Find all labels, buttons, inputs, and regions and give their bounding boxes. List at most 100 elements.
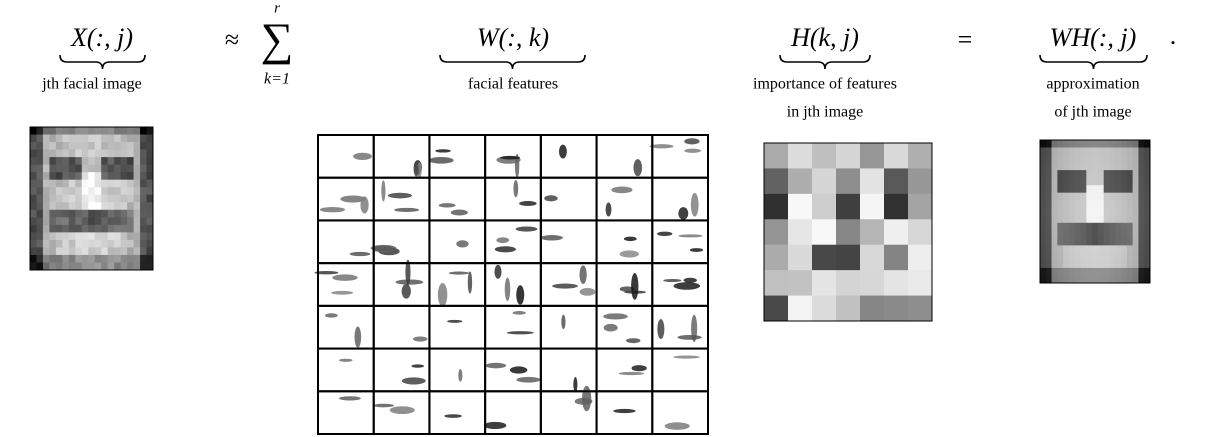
face-pixel [68, 217, 76, 226]
feature-blob [428, 157, 454, 164]
face-pixel [1115, 237, 1122, 246]
face-pixel [55, 232, 63, 241]
face-pixel [42, 149, 50, 158]
feature-blob [623, 236, 637, 242]
weight-cell [788, 244, 813, 271]
feature-blob [678, 207, 689, 220]
feature-blob [579, 265, 587, 284]
face-pixel [1138, 185, 1145, 194]
face-pixel [49, 127, 57, 136]
face-pixel [133, 164, 141, 173]
weight-cell [860, 168, 885, 195]
feature-blob [331, 290, 354, 295]
face-pixel [1115, 200, 1122, 209]
face-pixel [146, 209, 154, 218]
face-pixel [1126, 170, 1134, 179]
weight-cell [812, 193, 837, 220]
face-pixel [68, 179, 76, 188]
face-pixel [1045, 207, 1053, 216]
face-pixel [140, 164, 148, 173]
face-pixel [30, 262, 37, 271]
approx-sign: ≈ [225, 25, 239, 54]
face-pixel [1086, 185, 1093, 194]
face-pixel [133, 202, 141, 211]
feature-blob [611, 186, 633, 194]
feature-blob [401, 284, 411, 299]
face-pixel [42, 187, 50, 196]
face-pixel [1074, 162, 1082, 171]
feature-blob [690, 192, 699, 217]
weight-cell [836, 193, 861, 220]
weight-cell [908, 168, 933, 195]
weight-cell [836, 143, 861, 169]
face-pixel [68, 127, 76, 136]
feature-blob [504, 277, 511, 301]
face-pixel [107, 247, 115, 256]
face-pixel [101, 127, 109, 136]
face-pixel [42, 254, 50, 263]
face-pixel [1097, 140, 1105, 149]
face-pixel [1045, 252, 1053, 261]
face-pixel [1063, 177, 1070, 186]
face-pixel [88, 157, 96, 166]
weight-cell [884, 244, 909, 271]
face-pixel [36, 179, 44, 188]
face-pixel [1132, 170, 1139, 179]
face-pixel [1092, 237, 1099, 246]
face-pixel [1051, 215, 1058, 224]
face-pixel [127, 209, 135, 218]
face-pixel [1092, 155, 1099, 164]
face-pixel [146, 149, 154, 158]
face-pixel [107, 262, 115, 271]
face-pixel [114, 187, 122, 196]
face-pixel [1092, 230, 1099, 239]
face-pixel [1051, 267, 1058, 276]
face-pixel [1121, 245, 1128, 254]
weight-cell [764, 270, 789, 296]
weight-cell [812, 244, 837, 271]
face-pixel [1051, 230, 1058, 239]
face-pixel [1092, 185, 1099, 194]
face-pixel [1045, 200, 1053, 209]
face-pixel [146, 179, 154, 188]
face-pixel [1068, 252, 1076, 261]
face-pixel [1092, 177, 1099, 186]
face-pixel [1051, 275, 1058, 284]
face-pixel [107, 134, 115, 143]
weight-cell [836, 244, 861, 271]
face-pixel [1103, 245, 1110, 254]
feature-blob [516, 376, 541, 383]
face-pixel [1040, 275, 1047, 284]
feature-blob [496, 237, 510, 244]
face-pixel [1080, 192, 1087, 201]
face-pixel [1097, 267, 1105, 276]
face-pixel [1144, 200, 1151, 209]
feature-blob [435, 149, 451, 153]
face-pixel [1126, 185, 1134, 194]
face-pixel [1109, 230, 1116, 239]
face-pixel [30, 164, 37, 173]
face-pixel [1132, 147, 1139, 156]
face-pixel [1126, 200, 1134, 209]
face-pixel [42, 232, 50, 241]
feature-blob [389, 406, 415, 414]
face-pixel [1057, 275, 1064, 284]
face-pixel [1115, 245, 1122, 254]
weight-cell [884, 295, 909, 322]
face-pixel [1138, 222, 1145, 231]
face-pixel [1063, 260, 1070, 269]
face-pixel [120, 262, 128, 271]
face-pixel [55, 127, 63, 136]
face-pixel [81, 262, 89, 271]
face-pixel [133, 179, 141, 188]
feature-blob [631, 365, 647, 372]
face-pixel [127, 134, 135, 143]
feature-blob [619, 286, 635, 292]
face-pixel [1132, 207, 1139, 216]
x-term: X(:, j) [70, 23, 133, 52]
sum-sign: ∑ [261, 14, 294, 65]
weight-cell [764, 219, 789, 246]
face-pixel [1109, 140, 1116, 149]
face-pixel [1057, 162, 1064, 171]
face-pixel [62, 149, 70, 158]
